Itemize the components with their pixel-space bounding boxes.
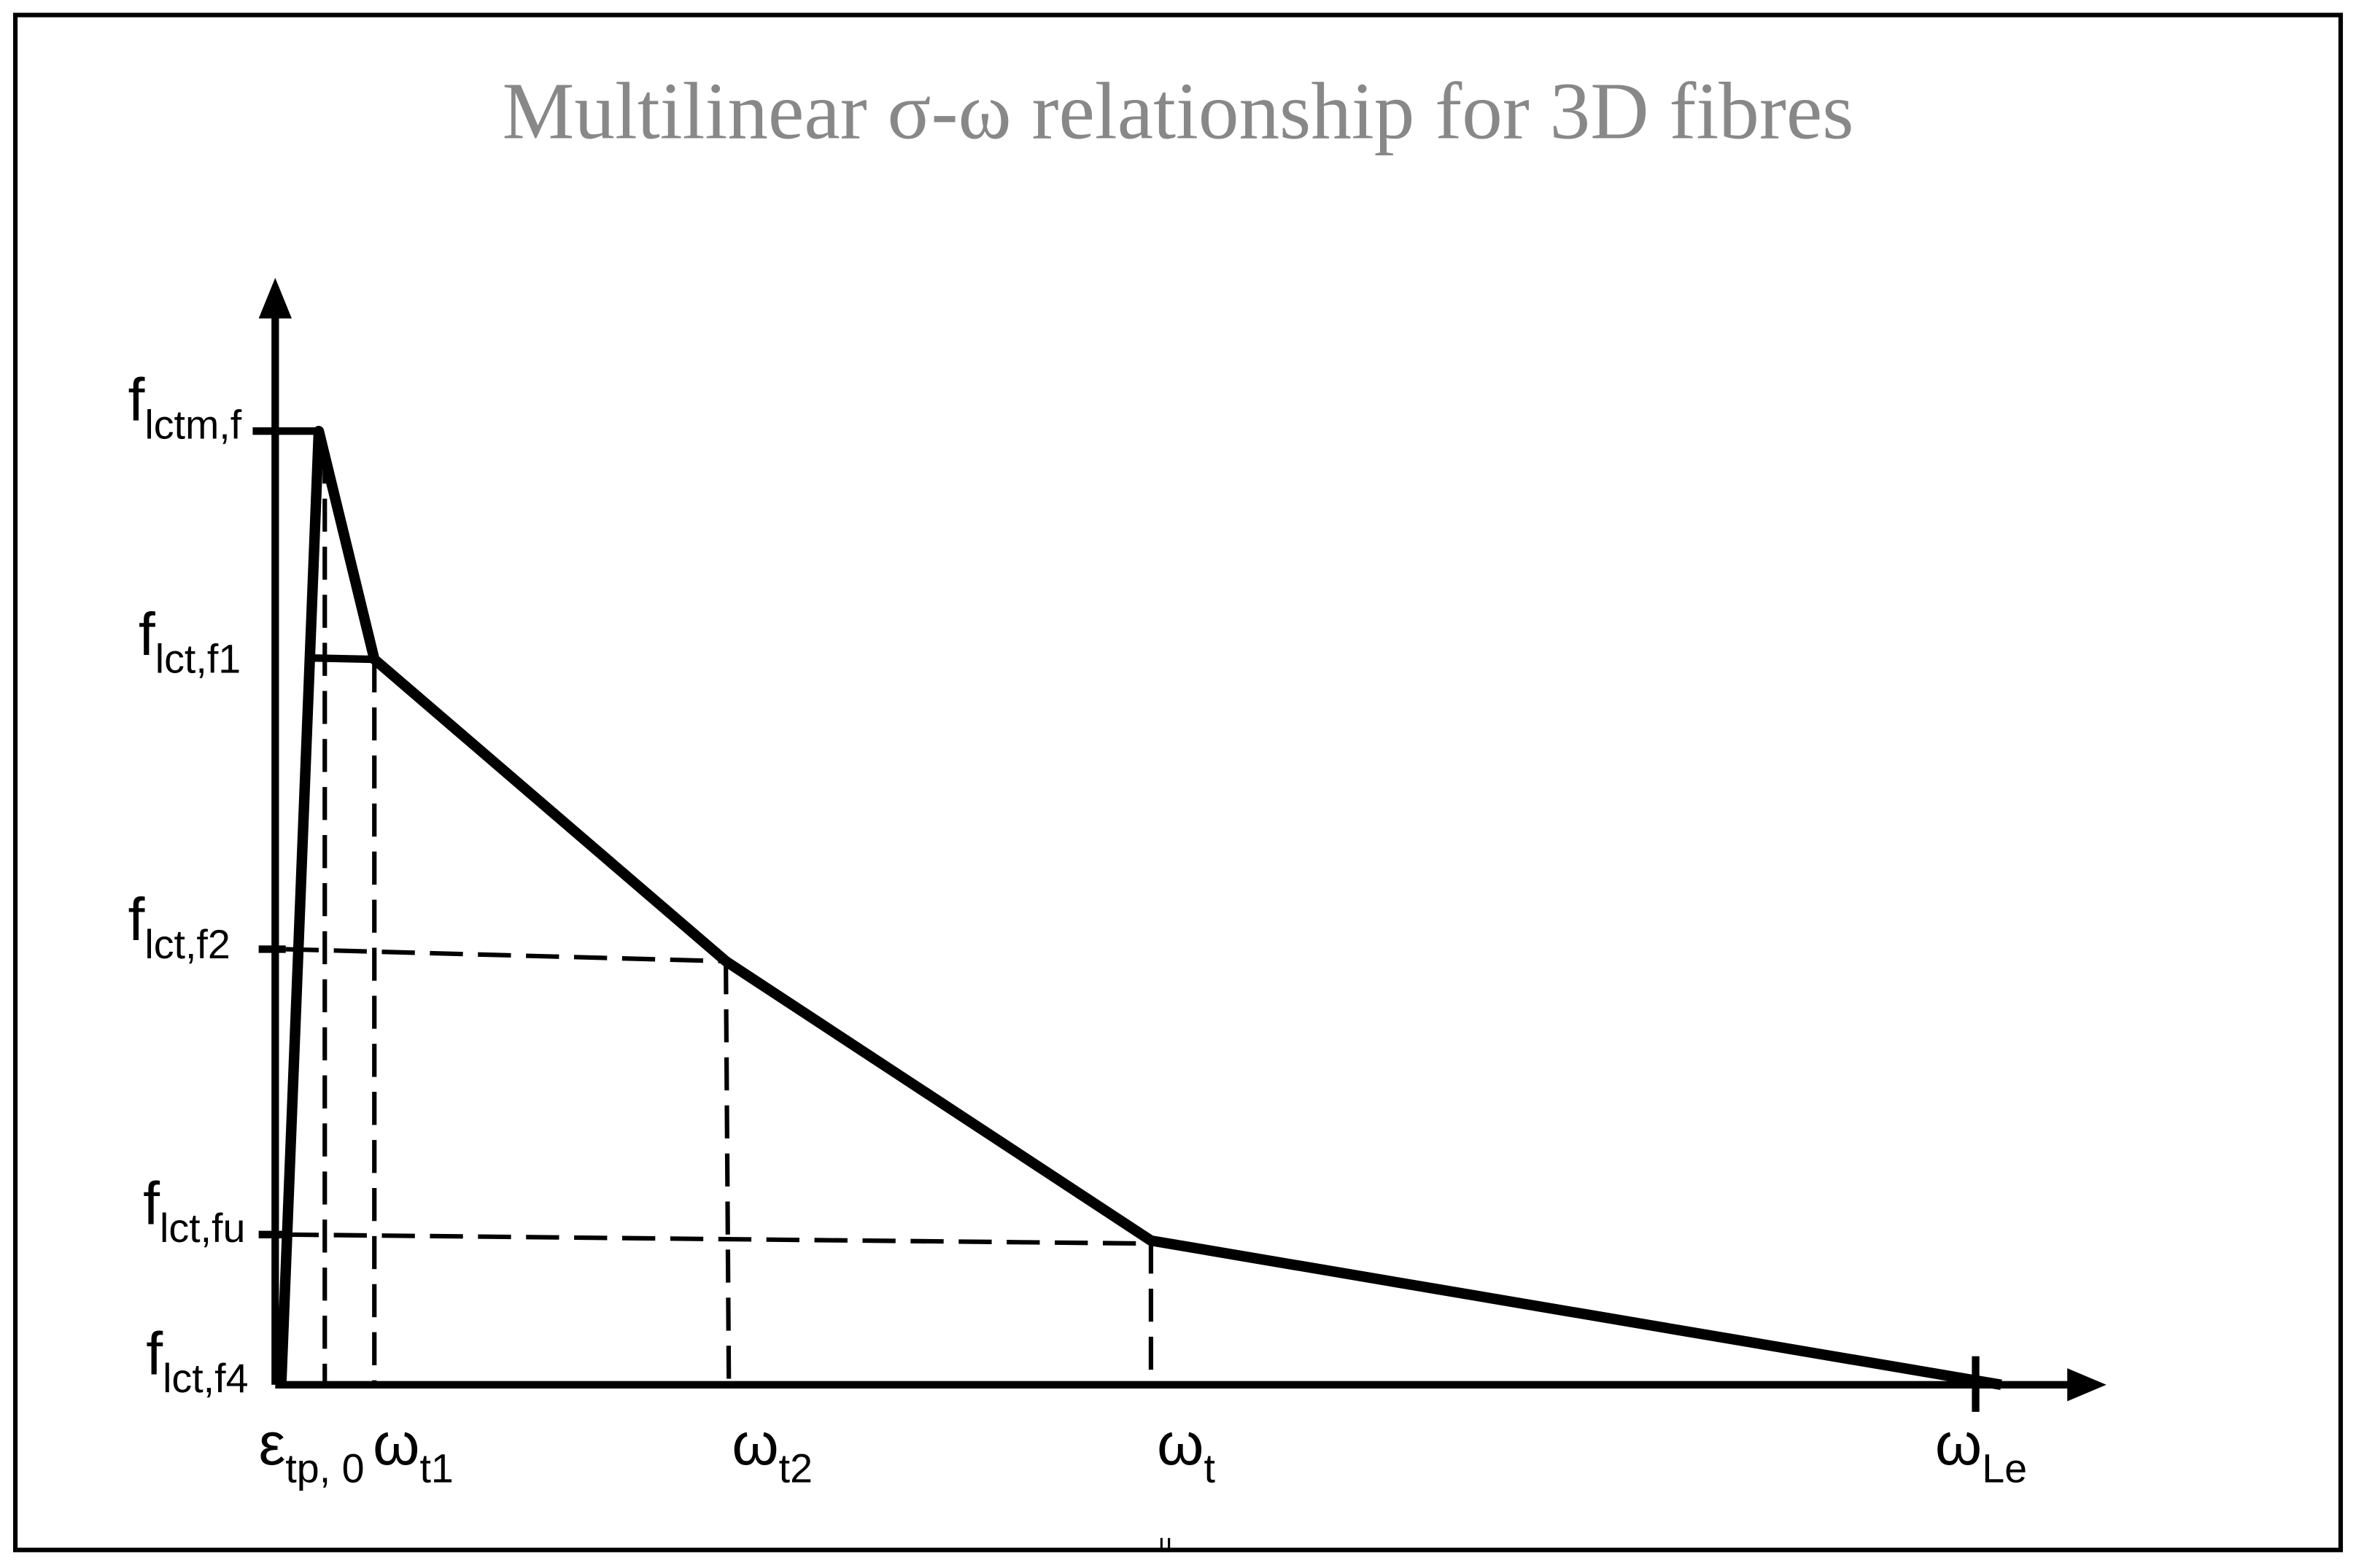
y-label-sub: lct,f1 — [155, 637, 241, 682]
guide — [285, 947, 726, 964]
guide — [724, 960, 732, 1385]
y-label-main: f — [146, 1320, 163, 1387]
title: Multilinear σ-ω relationship for 3D fibr… — [502, 66, 1853, 156]
y-label-main: f — [128, 367, 144, 434]
labels: flctm,fflct,f1flct,f2flct,fuflct,f4εtp, … — [128, 367, 2027, 1491]
y-label-sub: lct,f2 — [144, 922, 230, 967]
x-label-sub: tp, 0 — [285, 1446, 364, 1491]
frame — [12, 12, 2344, 1553]
y-label-sub: lct,f4 — [163, 1356, 248, 1401]
tick — [305, 653, 375, 664]
x-label-main: ε — [259, 1410, 286, 1478]
x-label-main: ω — [732, 1410, 778, 1478]
x-label-main: ω — [1157, 1410, 1204, 1478]
x-label: ωt2 — [732, 1410, 813, 1491]
guide — [285, 1232, 1151, 1246]
y-label: flct,f1 — [139, 601, 241, 682]
x-label: εtp, 0 — [259, 1410, 365, 1491]
y-label: flctm,f — [128, 367, 241, 448]
y-arrow — [258, 277, 292, 319]
y-label: flct,fu — [143, 1170, 245, 1251]
x-label-main: ω — [373, 1410, 419, 1478]
y-label-main: f — [143, 1170, 160, 1237]
y-label-sub: lctm,f — [144, 402, 241, 447]
y-label-main: f — [139, 601, 155, 668]
x-label: ωt — [1157, 1410, 1215, 1491]
x-label-sub: t — [1204, 1446, 1215, 1491]
y-label: flct,f4 — [146, 1320, 248, 1401]
x-arrow — [2067, 1368, 2107, 1402]
x-label-sub: t1 — [419, 1446, 453, 1491]
y-label-sub: lct,fu — [160, 1206, 245, 1251]
curve — [276, 425, 2002, 1390]
x-label: ωt1 — [373, 1410, 454, 1491]
x-label-sub: t2 — [779, 1446, 813, 1491]
y-label: flct,f2 — [128, 886, 230, 967]
y-label-main: f — [128, 886, 144, 953]
x-label-main: ω — [1935, 1410, 1982, 1478]
x-label-sub: Le — [1982, 1446, 2027, 1491]
x-label: ωLe — [1935, 1410, 2027, 1491]
